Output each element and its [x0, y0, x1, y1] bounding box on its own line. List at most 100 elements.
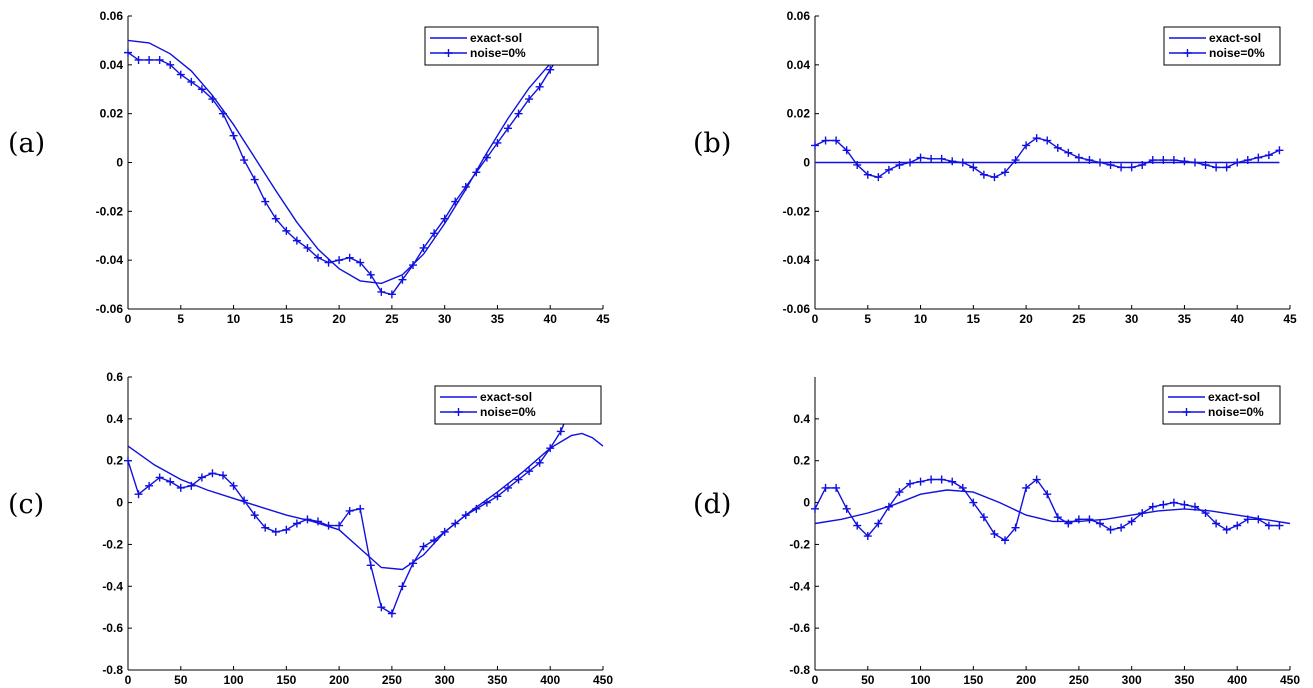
data-point-marker — [409, 261, 417, 270]
x-tick-label: 10 — [227, 312, 241, 326]
y-tick-label: -0.6 — [102, 621, 123, 635]
legend-label: noise=0% — [1208, 405, 1264, 419]
x-tick-label: 35 — [491, 312, 505, 326]
data-point-marker — [535, 82, 544, 91]
y-tick-label: 0 — [803, 156, 810, 170]
series-line-noise — [814, 478, 1280, 542]
panel-label: (d) — [693, 489, 731, 520]
data-point-marker — [1138, 509, 1147, 518]
data-point-marker — [1180, 157, 1189, 166]
data-point-marker — [1233, 158, 1242, 167]
data-point-marker — [874, 519, 883, 528]
x-tick-label: 50 — [174, 673, 188, 687]
x-tick-label: 300 — [1122, 673, 1142, 687]
x-tick-label: 250 — [1069, 673, 1089, 687]
data-point-marker — [493, 138, 502, 147]
data-point-marker — [1212, 519, 1221, 528]
x-tick-label: 40 — [1231, 312, 1245, 326]
data-point-marker — [1254, 515, 1263, 524]
data-point-marker — [863, 532, 872, 541]
data-point-marker — [906, 158, 914, 167]
data-point-marker — [314, 517, 322, 526]
data-point-marker — [1243, 515, 1252, 524]
y-tick-label: -0.4 — [789, 579, 810, 593]
y-tick-label: 0 — [803, 496, 810, 510]
data-point-marker — [504, 124, 512, 133]
data-point-marker — [546, 65, 555, 74]
panel-d: (d) 0 50 100 150 200 250 300 350 400 450 -0.8 -0.6 -0… — [693, 377, 1300, 687]
data-point-marker — [134, 55, 143, 64]
data-point-marker — [832, 483, 841, 492]
data-point-marker — [535, 458, 544, 467]
data-point-marker — [176, 483, 185, 492]
data-point-marker — [1085, 515, 1094, 524]
panel-a: (a) 0 5 10 15 20 25 30 35 40 45 -0.06 -0.04 -0.02 0 0.0… — [8, 9, 610, 326]
data-point-marker — [124, 456, 132, 465]
data-point-marker — [1169, 156, 1178, 165]
data-point-marker — [240, 156, 249, 165]
data-point-marker — [1191, 158, 1199, 167]
data-point-marker — [387, 609, 396, 618]
data-point-marker — [208, 95, 217, 104]
legend-box — [424, 26, 599, 66]
y-tick-label: -0.2 — [102, 537, 123, 551]
x-tick-label: 20 — [332, 312, 346, 326]
y-tick-label: 0.4 — [106, 412, 123, 426]
data-point-marker — [874, 173, 883, 182]
y-tick-label: -0.8 — [789, 663, 810, 677]
x-tick-label: 250 — [382, 673, 402, 687]
data-point-marker — [1148, 156, 1157, 165]
data-point-marker — [842, 146, 851, 155]
series-line-noise — [127, 29, 593, 296]
data-point-marker — [1106, 160, 1115, 169]
data-point-marker — [958, 158, 967, 167]
x-tick-label: 45 — [596, 312, 610, 326]
data-point-marker — [461, 182, 470, 191]
data-point-marker — [1032, 134, 1041, 143]
legend-marker — [1182, 408, 1191, 416]
data-point-marker — [303, 243, 312, 252]
data-point-marker — [461, 511, 470, 520]
data-point-marker — [451, 197, 460, 206]
y-tick-label: 0.06 — [100, 9, 124, 23]
data-point-marker — [250, 175, 259, 184]
data-point-marker — [187, 77, 196, 86]
data-point-marker — [1201, 509, 1210, 518]
x-tick-label: 150 — [276, 673, 296, 687]
y-tick-label: 0.02 — [787, 107, 811, 121]
x-tick-label: 300 — [435, 673, 455, 687]
data-point-marker — [1064, 519, 1073, 528]
data-point-marker — [525, 467, 534, 476]
data-point-marker — [1243, 156, 1252, 165]
data-point-marker — [440, 527, 449, 536]
data-point-marker — [419, 542, 428, 551]
x-tick-label: 25 — [1072, 312, 1086, 326]
legend-label: noise=0% — [480, 405, 536, 419]
data-point-marker — [895, 488, 904, 497]
y-tick-label: 0.02 — [100, 107, 124, 121]
x-tick-label: 0 — [812, 312, 819, 326]
data-point-marker — [979, 513, 988, 522]
data-point-marker — [916, 153, 925, 162]
data-point-marker — [884, 502, 893, 511]
data-point-marker — [124, 48, 132, 57]
data-point-marker — [187, 481, 196, 490]
data-point-marker — [335, 521, 344, 530]
data-point-marker — [990, 173, 999, 182]
y-tick-label: -0.02 — [96, 204, 124, 218]
data-point-marker — [292, 236, 301, 245]
y-tick-label: -0.04 — [96, 253, 124, 267]
x-tick-label: 350 — [487, 673, 507, 687]
data-point-marker — [377, 603, 386, 612]
data-point-marker — [398, 582, 407, 591]
y-tick-label: -0.4 — [102, 579, 123, 593]
data-point-marker — [409, 559, 417, 568]
data-point-marker — [219, 471, 227, 480]
y-tick-label: -0.8 — [102, 663, 123, 677]
y-tick-label: -0.02 — [783, 204, 811, 218]
data-point-marker — [366, 270, 375, 279]
data-point-marker — [1064, 148, 1073, 157]
data-point-marker — [1201, 160, 1210, 169]
